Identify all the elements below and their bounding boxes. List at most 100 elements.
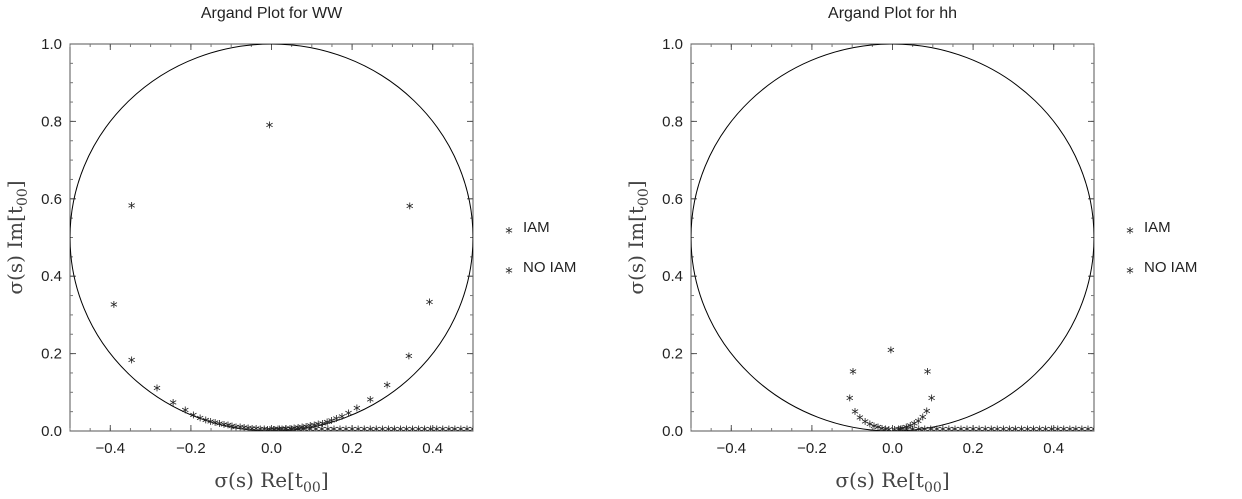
data-point: * [895, 422, 903, 440]
data-point: * [294, 421, 302, 439]
data-point: * [903, 423, 911, 441]
data-point: * [391, 423, 399, 441]
data-point: * [439, 423, 447, 441]
data-point: * [939, 423, 947, 441]
data-point: * [856, 411, 864, 429]
data-point: * [1018, 423, 1026, 441]
plot-frame [69, 43, 474, 432]
y-axis-label: σ(s) Im[t00] [3, 180, 31, 294]
data-point: * [333, 412, 341, 430]
data-point: * [290, 421, 298, 439]
x-tick-label: 0.2 [342, 440, 363, 457]
data-point: * [403, 423, 411, 441]
data-point: * [1090, 423, 1098, 441]
x-tick-label: −0.4 [95, 440, 125, 457]
data-point: * [312, 423, 320, 441]
data-point: * [415, 423, 423, 441]
data-point: * [324, 423, 332, 441]
data-point: * [385, 423, 393, 441]
data-point: * [282, 422, 290, 440]
data-point: * [1084, 423, 1092, 441]
data-point: * [323, 416, 331, 434]
y-tick-label: 0.8 [662, 113, 683, 130]
data-point: * [373, 423, 381, 441]
plot-frame [690, 43, 1095, 432]
data-point: * [153, 382, 161, 400]
data-point: * [271, 423, 279, 441]
legend-label: IAM [523, 219, 550, 236]
y-tick-label: 0.0 [41, 423, 62, 440]
data-point: * [1024, 423, 1032, 441]
data-point: * [909, 423, 917, 441]
data-point: * [898, 422, 906, 440]
data-point: * [451, 423, 459, 441]
x-axis-label-end: ] [321, 468, 329, 492]
data-point: * [874, 421, 882, 439]
data-point: * [994, 423, 1002, 441]
y-tick-label: 0.2 [662, 346, 683, 363]
data-point: * [211, 416, 219, 434]
y-axis-label-main: σ(s) Im[t [3, 206, 27, 295]
unitarity-circle [691, 44, 1094, 431]
data-point: * [887, 343, 895, 361]
data-point: * [975, 423, 983, 441]
data-point: * [266, 423, 274, 441]
data-point: * [915, 423, 923, 441]
data-point: * [182, 404, 190, 422]
y-axis-label: σ(s) Im[t00] [624, 180, 652, 294]
data-point: * [846, 392, 854, 410]
data-point: * [866, 418, 874, 436]
y-axis-label-sub: 00 [15, 188, 31, 206]
data-point: * [383, 378, 391, 396]
data-point: * [345, 406, 353, 424]
data-point: * [463, 423, 471, 441]
data-point: * [921, 423, 929, 441]
data-point: * [1000, 423, 1008, 441]
x-axis-label-sub: 00 [924, 480, 942, 496]
argand-plot-ww: Argand Plot for WW −0.4 −0.2 0.0 0.2 0.4 0.0 0.… [3, 5, 576, 496]
data-point: * [310, 418, 318, 436]
series-iam: ** ** ** ** ** ** ** ** ** ** ** ** ** ** ** ** ** ** ** **… [110, 118, 434, 441]
minor-ticks [690, 43, 1095, 432]
data-point: * [405, 349, 413, 367]
data-point: * [427, 423, 435, 441]
data-point: * [969, 423, 977, 441]
data-point: * [469, 423, 477, 441]
x-axis-label: σ(s) Re[t00] [835, 468, 949, 496]
x-axis-label-main: σ(s) Re[t [214, 468, 303, 492]
y-axis-label-sub: 00 [636, 188, 652, 206]
data-point: * [963, 423, 971, 441]
data-point: * [228, 420, 236, 438]
data-point: * [1054, 423, 1062, 441]
y-tick-label: 0.4 [662, 268, 683, 285]
data-point: * [330, 423, 338, 441]
y-tick-label: 0.0 [662, 423, 683, 440]
x-tick-label: 0.4 [422, 440, 443, 457]
data-point: * [274, 423, 282, 441]
data-point: * [1078, 423, 1086, 441]
data-point: * [270, 423, 278, 441]
data-point: * [348, 423, 356, 441]
data-point: * [236, 421, 244, 439]
data-point: * [278, 422, 286, 440]
x-tick-label: 0.4 [1043, 440, 1064, 457]
data-point: * [409, 423, 417, 441]
x-tick-label: −0.2 [797, 440, 827, 457]
y-tick-label: 0.2 [41, 346, 62, 363]
x-axis-label-end: ] [942, 468, 950, 492]
y-tick-label: 0.6 [41, 191, 62, 208]
data-point: * [288, 423, 296, 441]
data-point: * [433, 423, 441, 441]
data-point: * [298, 420, 306, 438]
data-point: * [445, 423, 453, 441]
data-point: * [882, 422, 890, 440]
x-tick-label: 0.2 [963, 440, 984, 457]
data-point: * [426, 295, 434, 313]
data-point: * [911, 417, 919, 435]
data-point: * [128, 353, 136, 371]
chart-title: Argand Plot for WW [201, 5, 343, 22]
data-point: * [397, 423, 405, 441]
data-point: * [923, 404, 931, 422]
data-point: * [891, 423, 899, 441]
